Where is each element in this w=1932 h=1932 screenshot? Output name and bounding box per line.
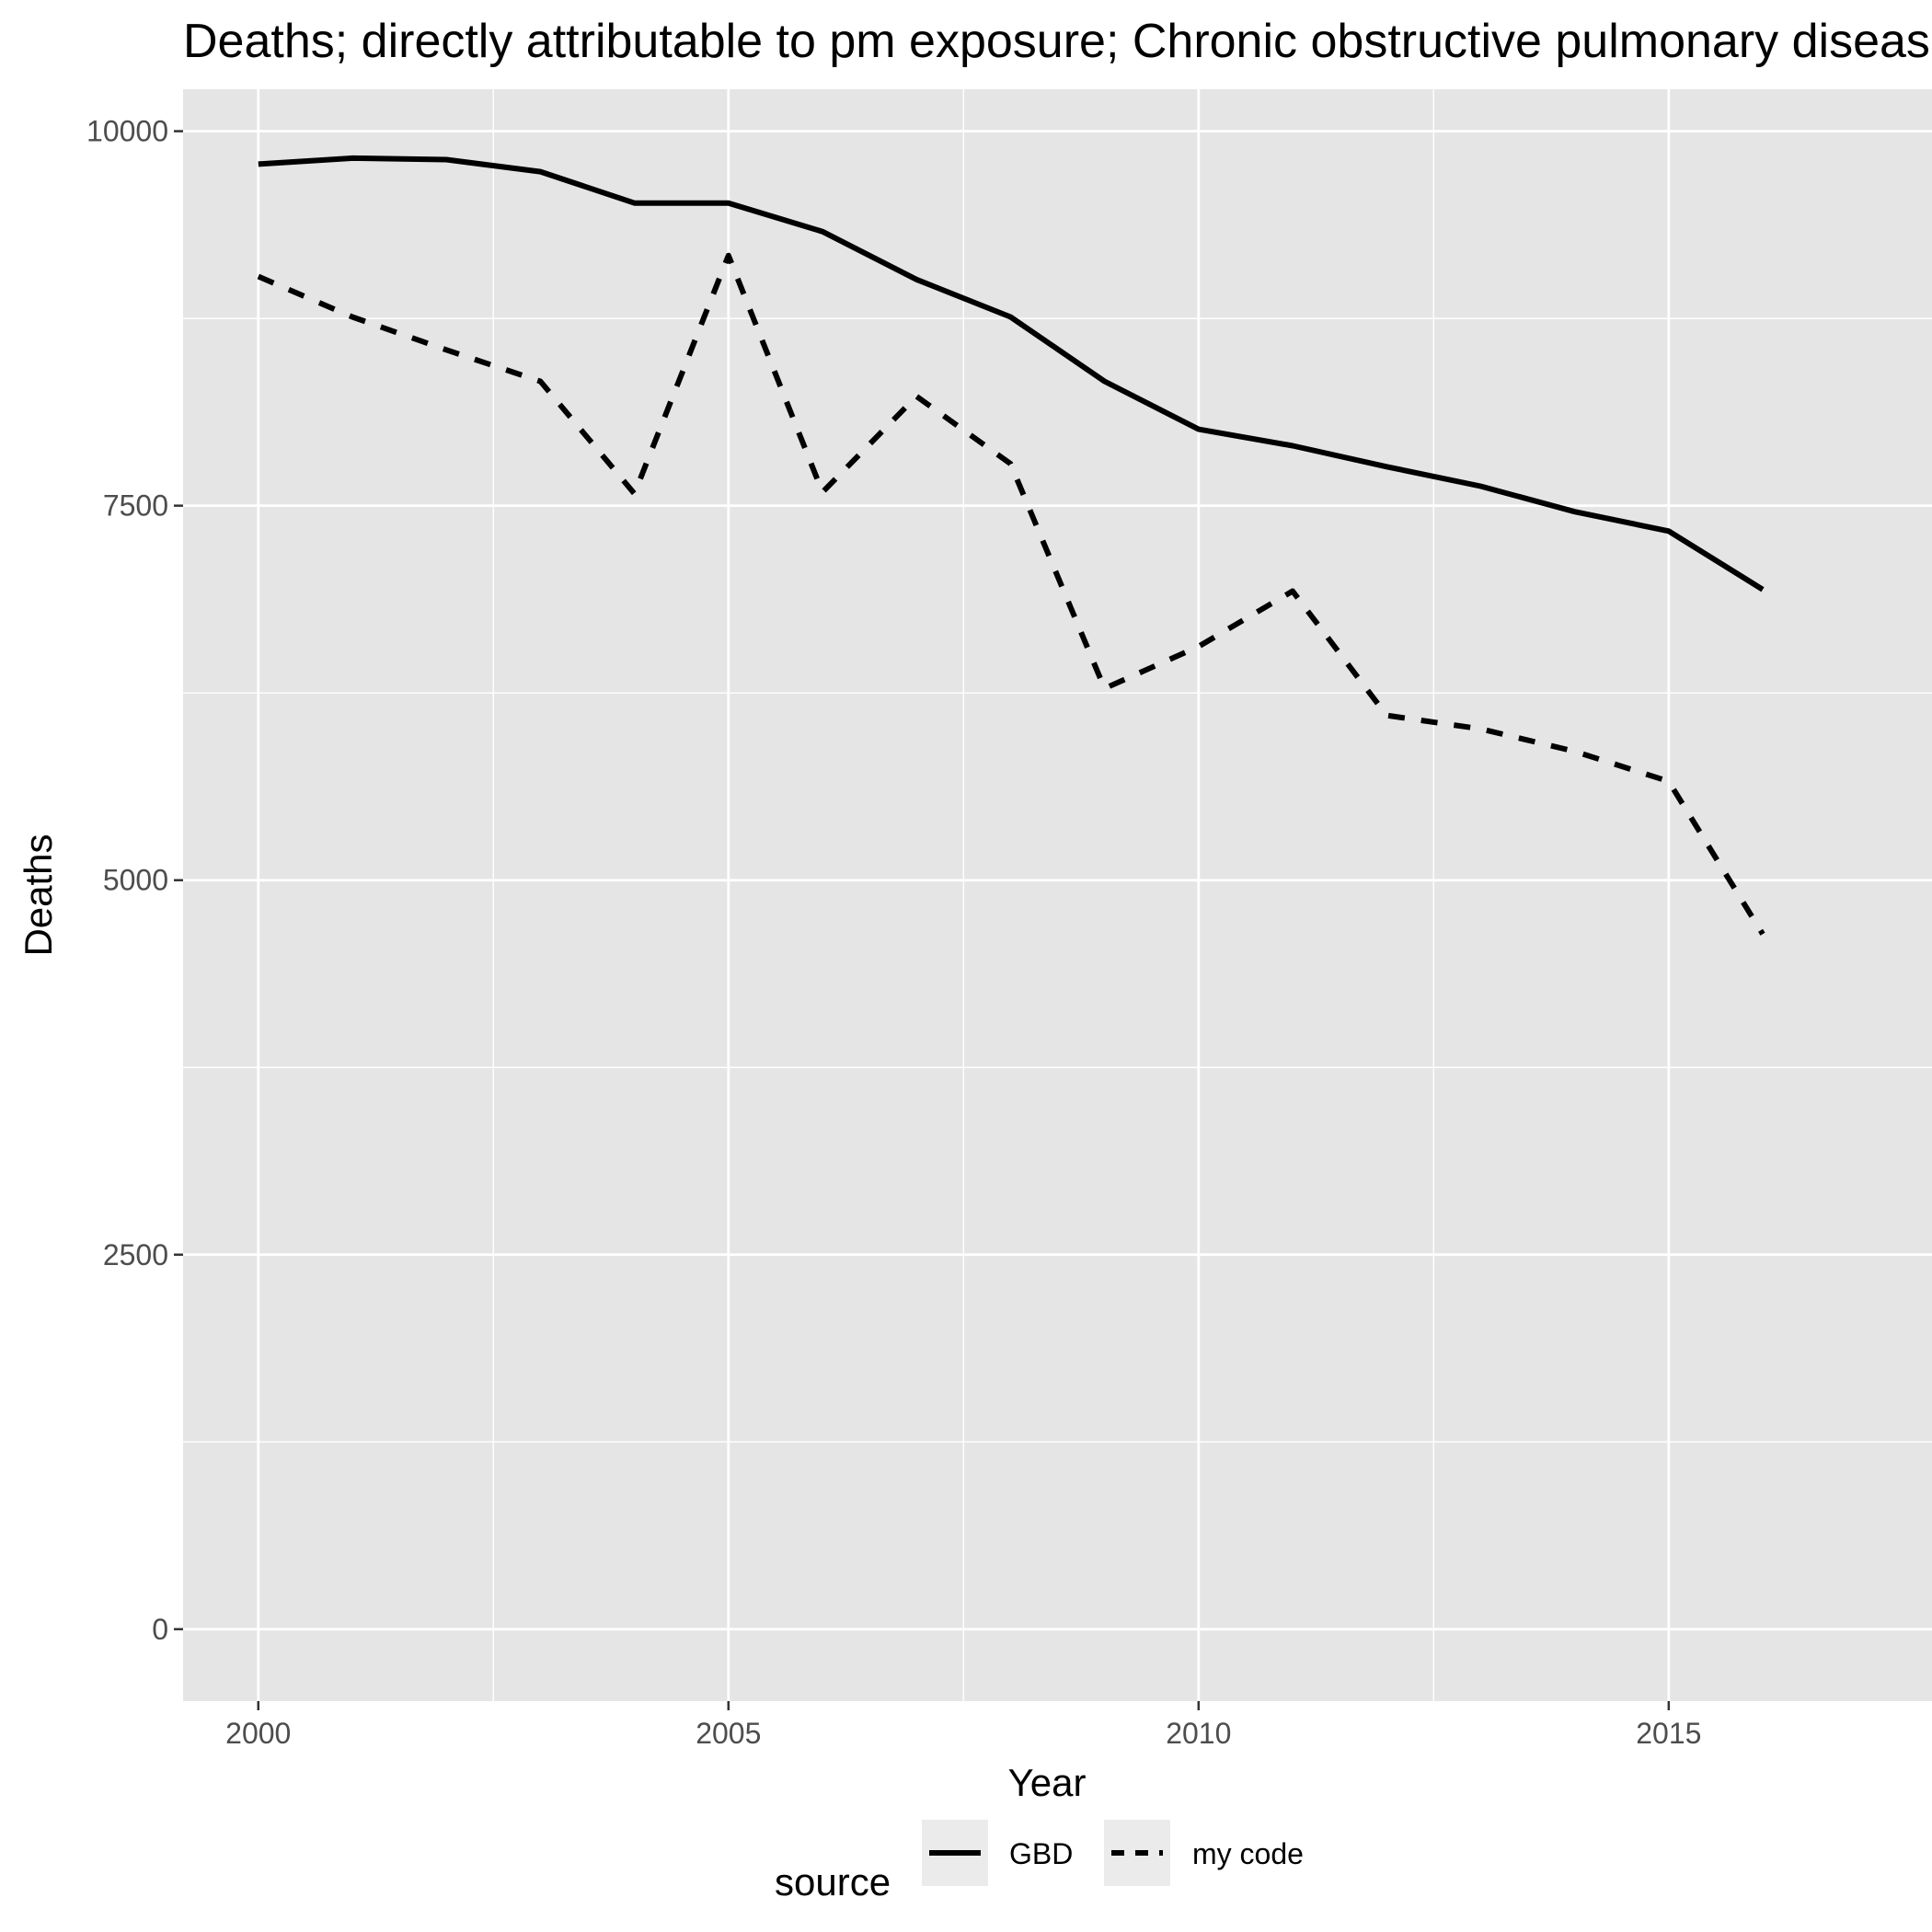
x-tick-label: 2015 [1636, 1717, 1701, 1750]
x-axis: 2000 2005 2010 2015 [225, 1701, 1701, 1750]
legend-label: my code [1192, 1837, 1304, 1870]
legend: source GBD my code [775, 1820, 1304, 1903]
x-tick-label: 2010 [1166, 1717, 1231, 1750]
x-tick-label: 2005 [696, 1717, 761, 1750]
x-tick-label: 2000 [225, 1717, 291, 1750]
y-axis-title: Deaths [17, 834, 60, 956]
legend-title: source [775, 1860, 891, 1903]
series-layer [257, 155, 1765, 936]
y-tick-label: 2500 [103, 1238, 168, 1271]
plot-panel [183, 89, 1932, 1701]
y-tick-label: 5000 [103, 864, 168, 897]
y-tick-label: 0 [152, 1613, 168, 1646]
y-tick-label: 10000 [86, 115, 168, 148]
y-axis: 0 2500 5000 7500 10000 [86, 115, 183, 1646]
grid-minor [183, 89, 1932, 1701]
y-tick-label: 7500 [103, 489, 168, 523]
legend-label: GBD [1009, 1837, 1073, 1870]
series-line-2 [257, 252, 1765, 936]
x-axis-title: Year [1008, 1761, 1087, 1804]
grid-major [183, 89, 1932, 1701]
series-line-1 [258, 155, 1765, 592]
chart-title: Deaths; directly attributable to pm expo… [183, 15, 1932, 68]
